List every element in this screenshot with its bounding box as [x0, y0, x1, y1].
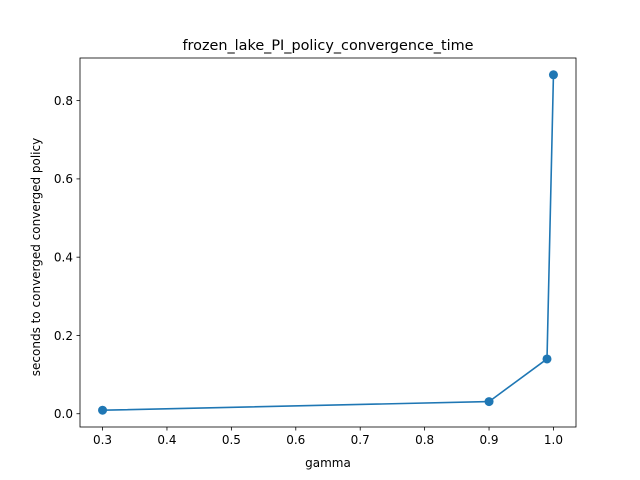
y-tick-label: 0.8: [54, 94, 73, 108]
y-tick-label: 0.4: [54, 250, 73, 264]
x-tick-label: 0.3: [93, 433, 112, 447]
y-tick-label: 0.6: [54, 172, 73, 186]
x-tick-label: 0.6: [286, 433, 305, 447]
x-axis-label: gamma: [305, 456, 351, 470]
x-tick-label: 0.8: [415, 433, 434, 447]
plot-frame: [79, 57, 577, 428]
data-point: [548, 70, 558, 80]
y-axis: 0.0 0.2 0.4 0.6 0.8: [54, 94, 80, 421]
y-tick-label: 0.2: [54, 329, 73, 343]
x-tick-label: 0.7: [351, 433, 370, 447]
data-point: [542, 354, 552, 364]
axes-frame: [79, 57, 577, 428]
x-tick-label: 0.5: [222, 433, 241, 447]
x-tick-label: 0.9: [479, 433, 498, 447]
chart-title: frozen_lake_PI_policy_convergence_time: [182, 38, 473, 54]
series-layer: [98, 70, 558, 415]
x-tick-label: 1.0: [544, 433, 563, 447]
y-axis-label: seconds to converged converged policy: [29, 138, 43, 376]
x-tick-label: 0.4: [157, 433, 176, 447]
y-tick-label: 0.0: [54, 407, 73, 421]
series-line: [102, 74, 555, 412]
x-axis: 0.3 0.4 0.5 0.6 0.7 0.8 0.9 1.0: [93, 427, 563, 447]
data-point: [484, 397, 494, 407]
data-point: [98, 405, 108, 415]
